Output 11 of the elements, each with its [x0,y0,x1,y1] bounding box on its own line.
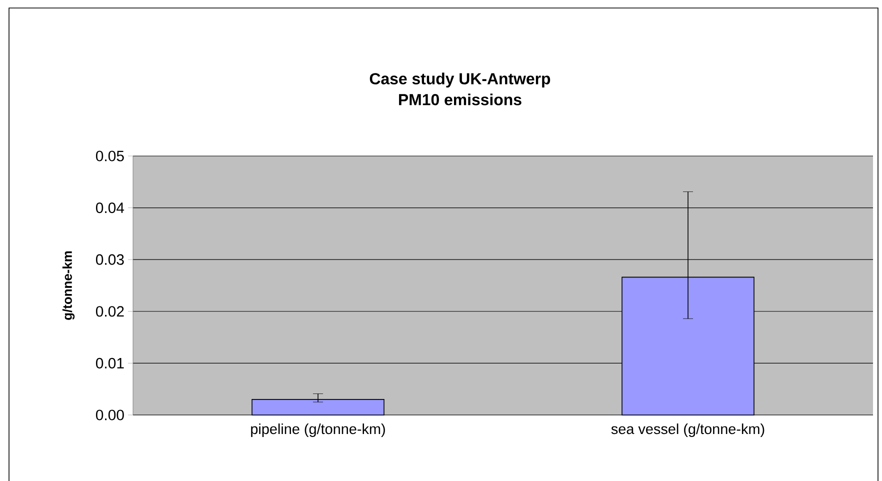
y-tick-label: 0.04 [96,202,124,214]
x-tick-label: sea vessel (g/tonne-km) [611,424,764,437]
y-tick-label: 0.05 [96,150,124,162]
y-tick-label: 0.00 [96,410,124,420]
x-tick-label: pipeline (g/tonne-km) [251,424,385,437]
chart-subtitle: PM10 emissions [399,94,522,106]
y-axis-title: g/tonne-km [62,251,75,320]
y-tick-label: 0.02 [96,306,124,317]
y-tick-label: 0.01 [96,358,124,368]
y-tick-label: 0.03 [96,254,124,265]
chart-title: Case study UK-Antwerp [370,72,550,88]
